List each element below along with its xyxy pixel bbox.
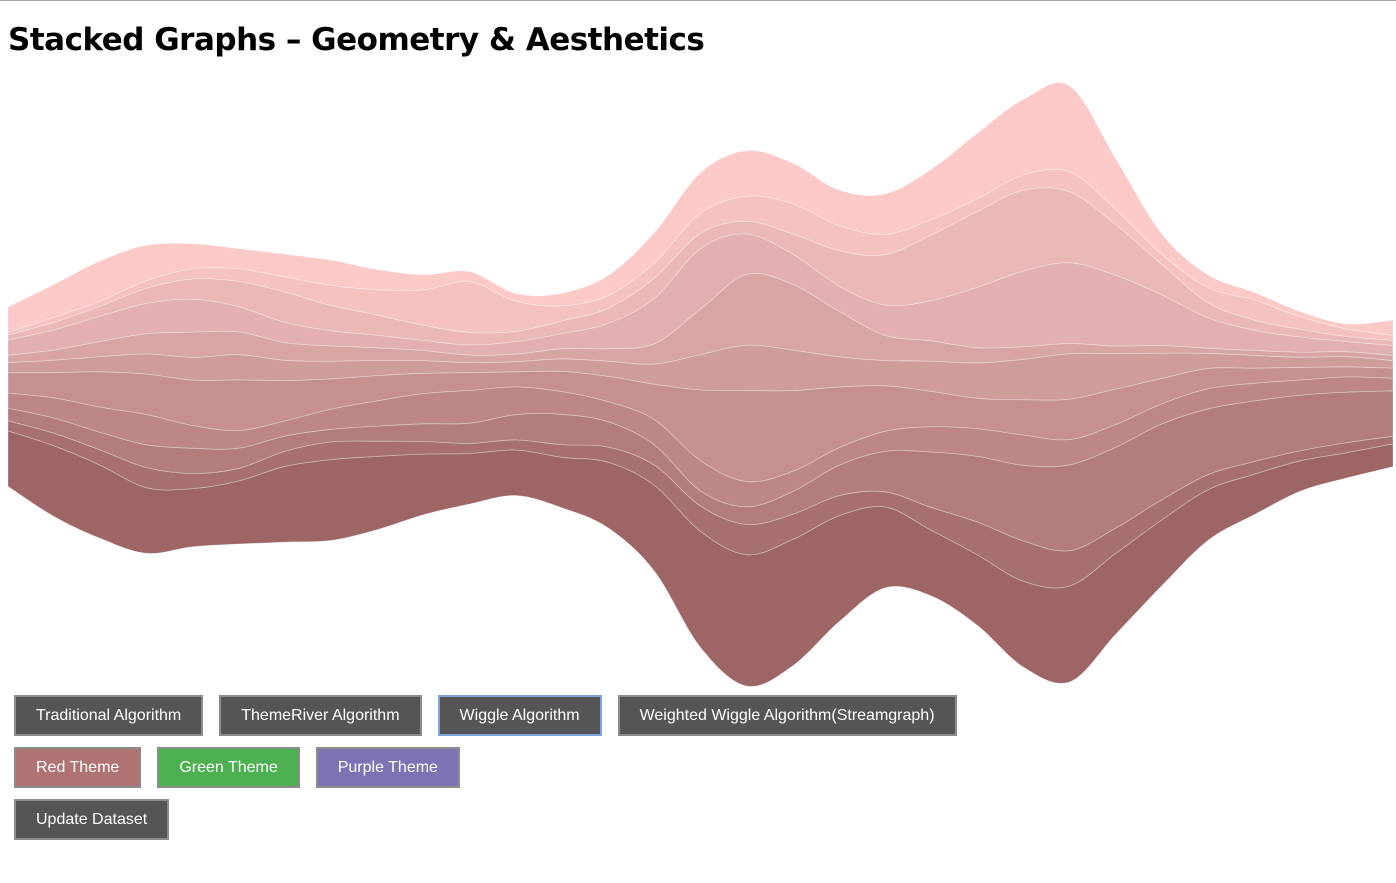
green-theme-button[interactable]: Green Theme [157,747,300,788]
traditional-algorithm-button[interactable]: Traditional Algorithm [14,695,204,736]
stream-layer-11 [7,82,1394,336]
wiggle-algorithm-button[interactable]: Wiggle Algorithm [437,695,602,736]
weighted-wiggle-algorithm-button[interactable]: Weighted Wiggle Algorithm(Streamgraph) [617,695,957,736]
top-rule [0,0,1396,1]
stream-layers [7,82,1394,687]
streamgraph-chart [7,82,1394,687]
page-title: Stacked Graphs – Geometry & Aesthetics [8,22,705,58]
algorithm-button-row: Traditional Algorithm ThemeRiver Algorit… [14,695,957,736]
purple-theme-button[interactable]: Purple Theme [315,747,460,788]
theme-button-row: Red Theme Green Theme Purple Theme [14,747,460,788]
red-theme-button[interactable]: Red Theme [14,747,142,788]
update-dataset-button[interactable]: Update Dataset [14,799,170,840]
themeriver-algorithm-button[interactable]: ThemeRiver Algorithm [219,695,422,736]
dataset-button-row: Update Dataset [14,799,170,840]
stream-layer-2 [7,420,1394,589]
